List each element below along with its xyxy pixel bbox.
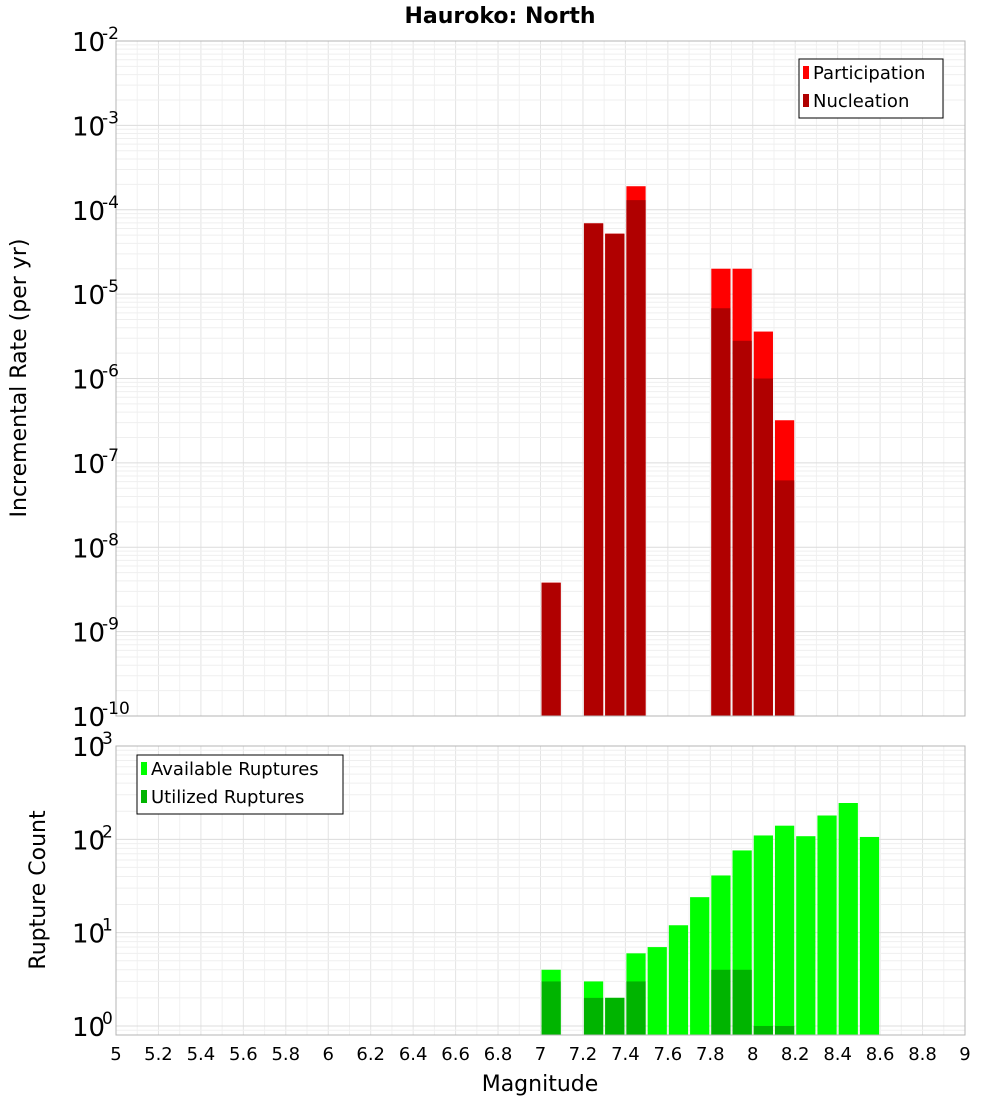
legend-swatch bbox=[141, 762, 147, 775]
y-tick-exponent: 1 bbox=[102, 916, 113, 936]
count-outer-bar bbox=[753, 835, 773, 1035]
y-tick-label: 10 bbox=[72, 920, 105, 950]
chart-title: Hauroko: North bbox=[404, 4, 595, 29]
legend-swatch bbox=[803, 66, 809, 79]
count-inner-bar bbox=[541, 981, 561, 1035]
rate-inner-bar bbox=[753, 378, 773, 716]
x-tick-label: 7 bbox=[535, 1044, 546, 1065]
x-tick-label: 5.2 bbox=[144, 1044, 173, 1065]
x-tick-labels: 5 5.2 5.4 5.6 5.8 6 6.2 6.4 6.6 6.8 7 7.2 7.4 7.6 7.8 8… bbox=[110, 1044, 970, 1065]
x-tick-label: 6 bbox=[323, 1044, 334, 1065]
x-tick-label: 8.8 bbox=[908, 1044, 937, 1065]
y-tick-exponent: -10 bbox=[102, 699, 130, 719]
x-tick-label: 6.8 bbox=[484, 1044, 513, 1065]
y-tick-exponent: -8 bbox=[102, 530, 119, 550]
x-tick-label: 7.8 bbox=[696, 1044, 725, 1065]
x-tick-label: 6.4 bbox=[399, 1044, 428, 1065]
x-tick-label: 7.6 bbox=[654, 1044, 683, 1065]
x-tick-label: 5 bbox=[110, 1044, 121, 1065]
x-axis-label: Magnitude bbox=[482, 1072, 599, 1097]
y-tick-label: 10 bbox=[72, 1013, 105, 1043]
x-tick-label: 8.6 bbox=[866, 1044, 895, 1065]
y-tick-exponent: -7 bbox=[102, 446, 119, 466]
legend-box bbox=[136, 754, 344, 815]
count-outer-bar bbox=[668, 925, 689, 1035]
x-tick-label: 5.8 bbox=[271, 1044, 300, 1065]
rate-inner-bar bbox=[583, 223, 604, 716]
legend-label: Available Ruptures bbox=[151, 759, 319, 780]
count-inner-bar bbox=[605, 997, 625, 1035]
top-plot-frame bbox=[115, 40, 966, 717]
count-outer-bar bbox=[838, 803, 858, 1035]
rate-inner-bar bbox=[626, 200, 646, 716]
x-tick-label: 6.2 bbox=[356, 1044, 385, 1065]
y-tick-exponent: -2 bbox=[102, 24, 119, 44]
y-tick-exponent: -6 bbox=[102, 362, 119, 382]
y-tick-label: 10 bbox=[72, 703, 105, 733]
x-tick-label: 7.4 bbox=[611, 1044, 640, 1065]
x-tick-label: 5.4 bbox=[187, 1044, 216, 1065]
count-outer-bar bbox=[859, 836, 880, 1035]
y-tick-label: 10 bbox=[72, 733, 105, 763]
bottom-legend: Available Ruptures Utilized Ruptures bbox=[136, 754, 344, 815]
count-outer-bar bbox=[796, 836, 816, 1035]
x-tick-label: 5.6 bbox=[229, 1044, 258, 1065]
x-tick-label: 8.2 bbox=[781, 1044, 810, 1065]
legend-label: Participation bbox=[813, 63, 925, 84]
rate-inner-bar bbox=[541, 582, 561, 716]
count-inner-bar bbox=[753, 1025, 773, 1035]
count-inner-bar bbox=[711, 969, 731, 1035]
count-inner-bar bbox=[774, 1025, 795, 1035]
count-outer-bar bbox=[774, 825, 795, 1035]
x-tick-label: 7.2 bbox=[569, 1044, 598, 1065]
x-tick-label: 9 bbox=[959, 1044, 970, 1065]
y-tick-label: 10 bbox=[72, 281, 105, 311]
legend-label: Utilized Ruptures bbox=[151, 787, 304, 808]
rate-inner-bar bbox=[774, 480, 795, 716]
bottom-plot-frame bbox=[115, 745, 966, 1036]
top-plot-grid bbox=[115, 40, 966, 717]
y-tick-label: 10 bbox=[72, 28, 105, 58]
count-inner-bar bbox=[626, 981, 646, 1035]
y-tick-label: 10 bbox=[72, 534, 105, 564]
y-tick-exponent: 0 bbox=[102, 1009, 113, 1029]
x-tick-label: 8.4 bbox=[823, 1044, 852, 1065]
y-tick-label: 10 bbox=[72, 366, 105, 396]
top-plot-bars bbox=[541, 186, 795, 716]
y-tick-exponent: -4 bbox=[102, 193, 119, 213]
legend-swatch bbox=[803, 94, 809, 107]
bottom-y-axis-label: Rupture Count bbox=[26, 810, 51, 970]
y-tick-exponent: 2 bbox=[102, 822, 113, 842]
rate-inner-bar bbox=[605, 233, 625, 716]
y-tick-label: 10 bbox=[72, 826, 105, 856]
y-tick-exponent: 3 bbox=[102, 729, 113, 749]
x-tick-label: 8 bbox=[747, 1044, 758, 1065]
count-inner-bar bbox=[583, 997, 604, 1035]
count-outer-bar bbox=[647, 947, 667, 1035]
legend-swatch bbox=[141, 790, 147, 803]
legend-label: Nucleation bbox=[813, 91, 909, 112]
top-legend: Participation Nucleation bbox=[798, 58, 944, 119]
top-y-axis-label: Incremental Rate (per yr) bbox=[7, 239, 32, 518]
y-tick-label: 10 bbox=[72, 619, 105, 649]
count-outer-bar bbox=[817, 815, 837, 1035]
legend-box bbox=[798, 58, 944, 119]
count-inner-bar bbox=[732, 969, 752, 1035]
y-tick-label: 10 bbox=[72, 197, 105, 227]
y-tick-exponent: -9 bbox=[102, 615, 119, 635]
y-tick-exponent: -3 bbox=[102, 108, 119, 128]
bottom-plot-bars bbox=[541, 803, 880, 1035]
rate-inner-bar bbox=[732, 340, 752, 716]
y-tick-exponent: -5 bbox=[102, 277, 119, 297]
y-tick-label: 10 bbox=[72, 450, 105, 480]
count-outer-bar bbox=[690, 897, 710, 1035]
y-tick-label: 10 bbox=[72, 112, 105, 142]
x-tick-label: 6.6 bbox=[441, 1044, 470, 1065]
rate-inner-bar bbox=[711, 308, 731, 716]
